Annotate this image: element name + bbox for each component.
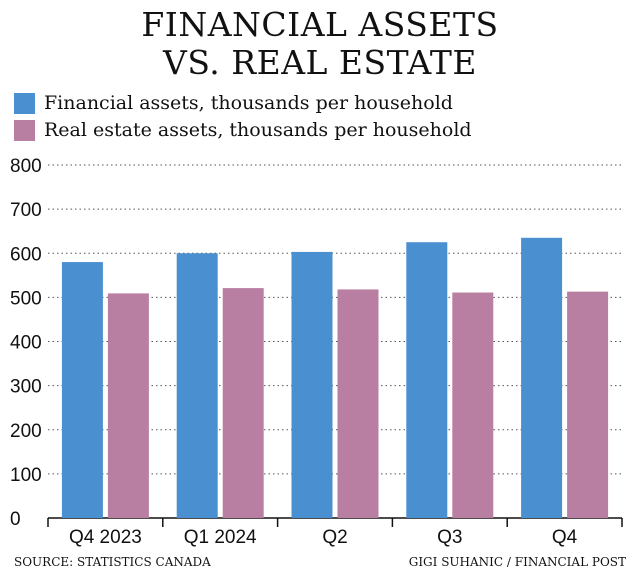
bar-real-estate [222,288,264,518]
bar-financial [176,253,218,518]
chart-title-line-1: FINANCIAL ASSETS [141,5,499,44]
bar-real-estate [567,291,609,518]
legend-label-financial: Financial assets, thousands per househol… [44,92,453,114]
legend-swatch-real-estate [14,119,35,141]
source-note: SOURCE: STATISTICS CANADA [14,555,211,569]
x-tick-label: Q3 [437,527,462,548]
y-tick-label: 800 [10,156,42,177]
bar-financial [406,242,448,518]
y-tick-label: 0 [10,509,21,530]
y-tick-label: 600 [10,244,42,265]
bar-financial [521,237,563,518]
y-tick-label: 100 [10,465,42,486]
legend-item-real-estate: Real estate assets, thousands per househ… [14,119,472,141]
bar-real-estate [107,293,149,518]
x-tick-label: Q4 2023 [69,527,142,548]
chart-title: FINANCIAL ASSETS VS. REAL ESTATE [0,6,640,82]
x-tick-label: Q1 2024 [184,527,257,548]
credit-note: GIGI SUHANIC / FINANCIAL POST [408,555,626,569]
x-tick-label: Q2 [322,527,347,548]
legend-item-financial: Financial assets, thousands per househol… [14,92,453,114]
y-tick-label: 700 [10,200,42,221]
y-tick-label: 500 [10,288,42,309]
y-tick-label: 300 [10,377,42,398]
bar-real-estate [452,292,494,518]
x-tick-label: Q4 [552,527,578,548]
legend-label-real-estate: Real estate assets, thousands per househ… [44,119,472,141]
y-tick-label: 400 [10,333,42,354]
bar-real-estate [337,289,379,518]
bar-financial [291,251,333,518]
bar-financial [61,262,103,518]
chart-title-line-2: VS. REAL ESTATE [163,43,477,82]
legend-swatch-financial [14,92,35,114]
y-tick-label: 200 [10,421,42,442]
